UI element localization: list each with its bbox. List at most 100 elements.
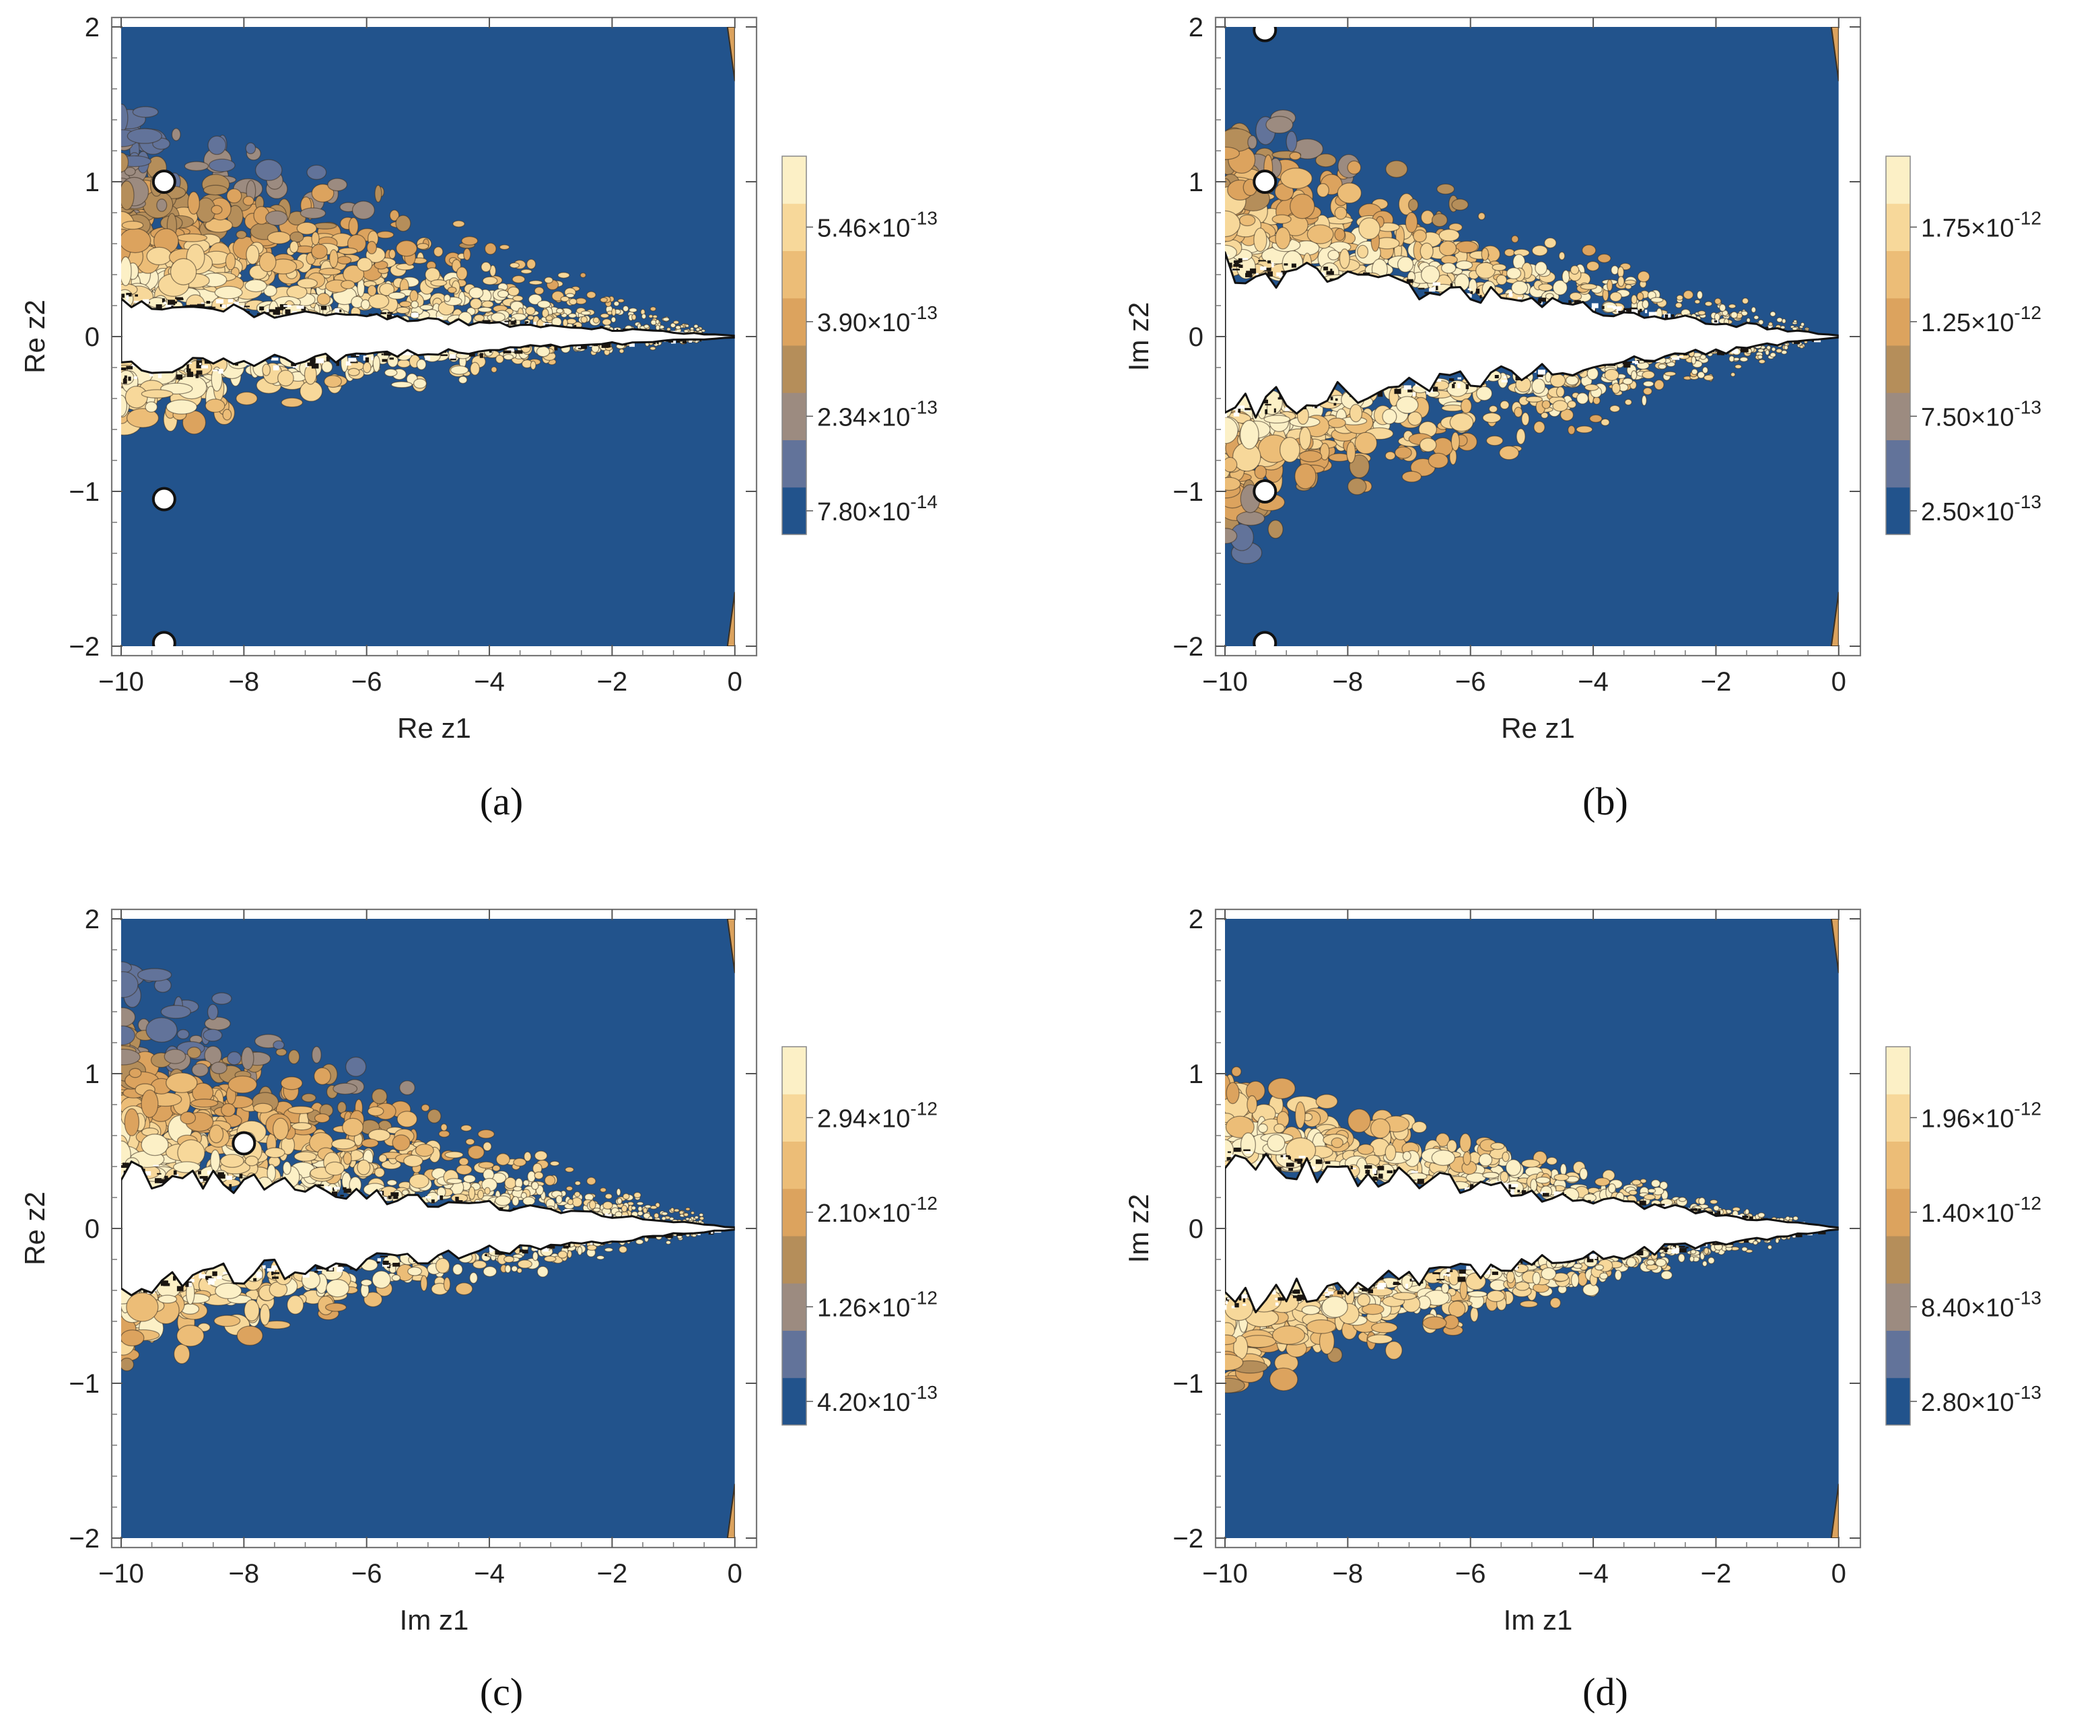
- contour-blob: [313, 222, 337, 230]
- fringe-speck: [1258, 260, 1266, 262]
- contour-blob: [1567, 400, 1577, 409]
- contour-blob: [1349, 454, 1370, 479]
- contour-blob: [1565, 375, 1579, 386]
- contour-blob: [1231, 1066, 1242, 1077]
- fringe-speck: [485, 1254, 487, 1256]
- contour-blob: [1689, 1255, 1695, 1263]
- contour-blob: [1357, 1144, 1374, 1155]
- contour-blob: [1500, 1171, 1509, 1183]
- contour-blob: [599, 1187, 607, 1193]
- fringe-speck: [128, 376, 131, 381]
- contour-blob: [507, 286, 520, 297]
- contour-blob: [693, 324, 699, 328]
- fringe-speck: [605, 1213, 608, 1216]
- contour-blob: [527, 1171, 536, 1183]
- fringe-speck: [162, 298, 165, 303]
- contour-blob: [636, 1201, 644, 1206]
- contour-blob: [1370, 1321, 1398, 1333]
- fringe-speck: [1235, 409, 1238, 414]
- fringe-speck: [259, 306, 265, 311]
- contour-blob: [430, 279, 448, 287]
- panel-label: (a): [480, 779, 523, 823]
- contour-blob: [1413, 229, 1427, 243]
- contour-blob: [186, 1046, 201, 1059]
- x-tick-label: −8: [229, 667, 260, 697]
- contour-blob: [461, 236, 479, 246]
- contour-blob: [491, 312, 505, 322]
- contour-blob: [643, 324, 650, 329]
- contour-blob: [478, 1161, 495, 1169]
- contour-blob: [170, 258, 197, 285]
- contour-blob: [191, 1063, 209, 1077]
- white-wedge: [1225, 251, 1839, 419]
- fringe-speck: [384, 1197, 387, 1201]
- contour-blob: [484, 1187, 491, 1195]
- fringe-speck: [1685, 1247, 1689, 1249]
- contour-blob: [1704, 301, 1713, 307]
- contour-blob: [314, 1113, 330, 1123]
- contour-blob: [1290, 193, 1315, 219]
- fringe-speck: [187, 372, 193, 378]
- contour-blob: [1422, 1316, 1447, 1330]
- contour-blob: [1225, 456, 1238, 473]
- fringe-speck: [121, 293, 125, 298]
- contour-blob: [121, 1329, 145, 1347]
- fringe-speck: [1432, 282, 1440, 286]
- fringe-speck: [153, 1165, 159, 1167]
- contour-blob: [351, 201, 376, 220]
- fringe-speck: [1434, 378, 1442, 382]
- fringe-speck: [1276, 272, 1283, 277]
- contour-blob: [1428, 452, 1448, 468]
- contour-blob: [176, 233, 208, 242]
- contour-blob: [1485, 435, 1504, 446]
- x-tick-label: 0: [728, 667, 742, 697]
- contour-blob: [1659, 1252, 1666, 1257]
- contour-blob: [1385, 160, 1408, 178]
- contour-blob: [1543, 237, 1557, 248]
- x-tick-label: −8: [1333, 667, 1364, 697]
- contour-blob: [1225, 146, 1240, 160]
- contour-blob: [661, 1216, 666, 1221]
- contour-blob: [1226, 1082, 1240, 1105]
- contour-blob: [580, 272, 587, 278]
- contour-blob: [452, 220, 465, 228]
- fringe-speck: [519, 1249, 524, 1253]
- contour-blob: [1438, 240, 1457, 256]
- fringe-speck: [126, 295, 129, 300]
- contour-blob: [386, 1179, 398, 1186]
- contour-blob: [1385, 451, 1396, 460]
- fringe-speck: [1323, 267, 1329, 271]
- contour-blob: [273, 1040, 285, 1050]
- contour-blob: [345, 1056, 367, 1077]
- contour-blob: [210, 1149, 221, 1172]
- x-tick-label: −4: [474, 667, 505, 697]
- fringe-speck: [1232, 269, 1240, 271]
- contour-blob: [477, 1189, 485, 1200]
- contour-blob: [1446, 380, 1469, 397]
- contour-blob: [324, 1161, 345, 1176]
- fringe-speck: [176, 298, 184, 300]
- fringe-speck: [455, 1196, 459, 1201]
- fringe-speck: [1278, 1297, 1284, 1301]
- fringe-speck: [197, 304, 205, 308]
- contour-blob: [1354, 431, 1378, 454]
- fringe-speck: [1503, 376, 1506, 378]
- contour-blob: [277, 370, 294, 387]
- contour-blob: [1396, 396, 1419, 414]
- fringe-speck: [1234, 1147, 1241, 1152]
- fringe-speck: [350, 361, 358, 363]
- fringe-speck: [314, 1270, 318, 1273]
- contour-blob: [462, 1174, 477, 1183]
- y-tick-label: −2: [1172, 632, 1203, 662]
- fringe-speck: [549, 1243, 555, 1249]
- contour-blob: [1698, 1197, 1706, 1206]
- fringe-speck: [1457, 377, 1461, 380]
- fringe-speck: [563, 1245, 569, 1249]
- contour-blob: [565, 1185, 573, 1191]
- fringe-speck: [1574, 300, 1581, 304]
- contour-blob: [1407, 411, 1422, 426]
- contour-blob: [1739, 356, 1749, 362]
- fringe-speck: [199, 1274, 207, 1279]
- colorbar-band: [782, 345, 806, 393]
- x-tick-label: −8: [229, 1559, 260, 1589]
